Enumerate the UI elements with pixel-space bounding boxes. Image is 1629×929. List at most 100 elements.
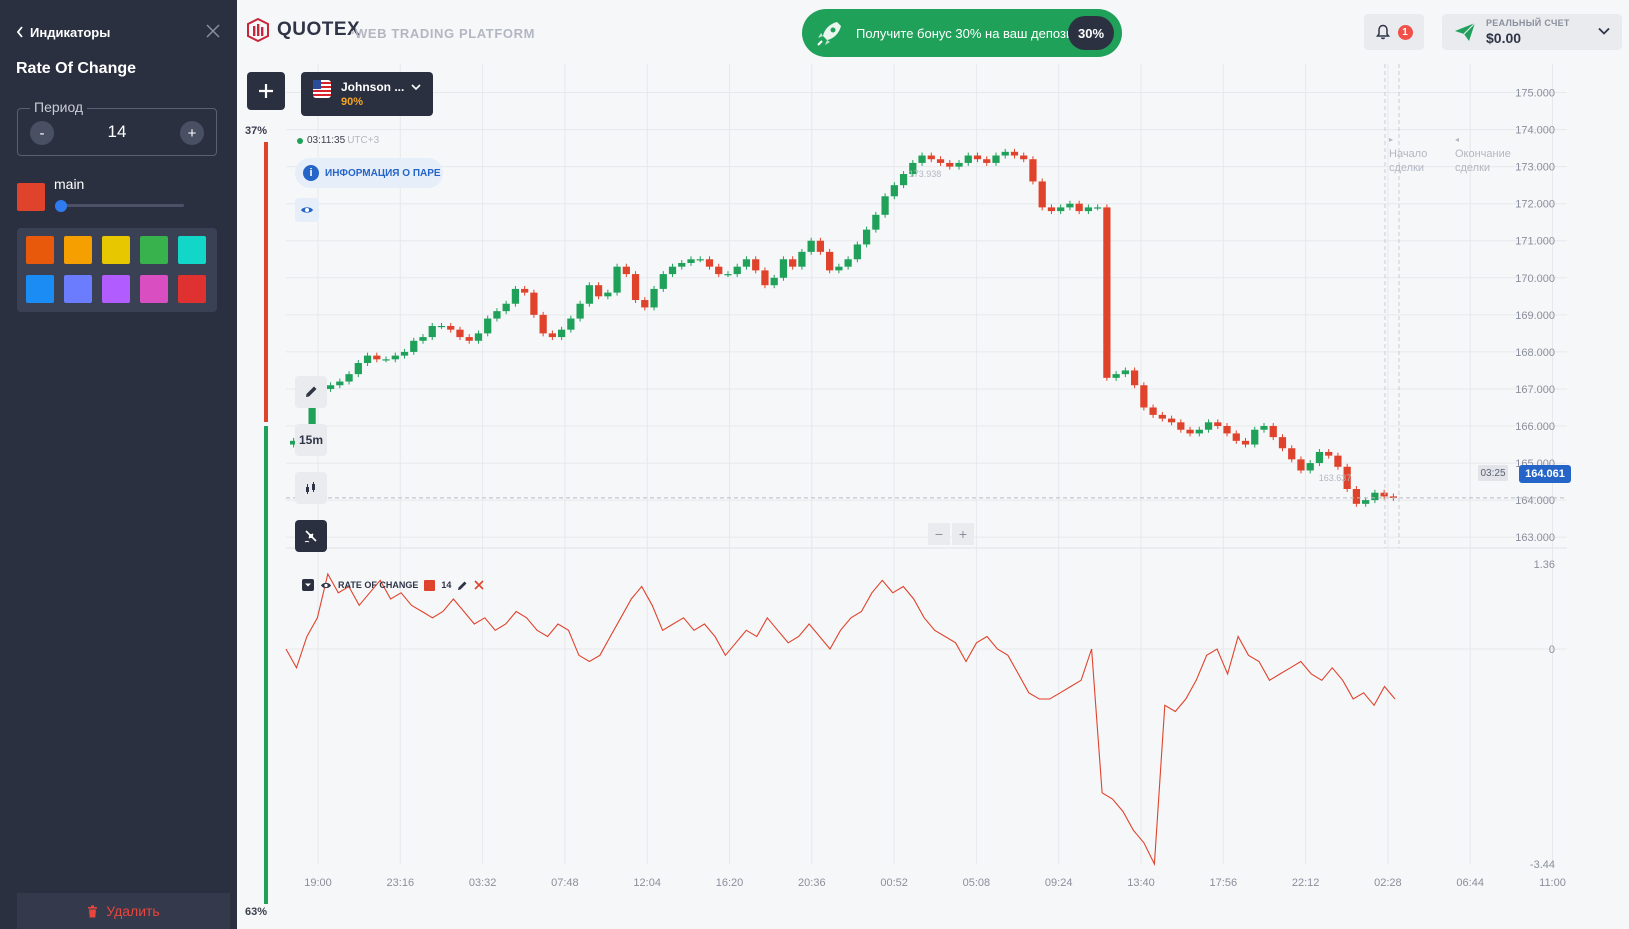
delete-indicator-button[interactable]: Удалить [17,893,230,929]
drawing-tools-button[interactable] [295,376,327,408]
high-price-label: 173.938 [909,169,942,179]
candle-body [373,355,381,360]
candle-body [835,266,843,271]
rocket-icon [808,11,852,55]
pair-info-button[interactable]: i ИНФОРМАЦИЯ О ПАРЕ [295,158,443,188]
account-selector[interactable]: РЕАЛЬНЫЙ СЧЕТ $0.00 [1442,14,1622,50]
palette-swatch[interactable] [102,275,130,303]
candle-body [1380,492,1388,497]
asset-name: Johnson ... [341,80,405,94]
pair-info-label: ИНФОРМАЦИЯ О ПАРЕ [325,167,441,179]
live-dot [297,138,303,144]
candle-body [964,155,972,163]
candle-body [1158,414,1166,419]
time-tick-label: 05:08 [963,877,991,889]
price-tick-label: 164.000 [1515,495,1555,507]
eye-icon [301,207,313,213]
bonus-text: Получите бонус 30% на ваш депозит [856,25,1080,41]
line-width-slider[interactable] [60,204,184,207]
candle-body [1195,429,1203,434]
candle-body [456,329,464,338]
eye-icon[interactable] [320,581,332,590]
brand-logo[interactable]: QUOTEX [247,18,360,42]
deal-start-line2: сделки [1389,162,1425,174]
chevron-down-icon [411,84,421,91]
candle-body [909,162,917,175]
server-time-value: 03:11:35 [307,135,346,146]
trash-icon [88,904,98,917]
time-tick-label: 22:12 [1292,877,1320,889]
candle-body [1121,370,1129,375]
close-icon[interactable] [205,22,221,40]
zoom-out-button[interactable]: − [928,523,950,545]
palette-swatch[interactable] [102,236,130,264]
add-chart-button[interactable] [247,72,285,110]
candle-body [576,303,584,319]
candle-body [678,262,686,267]
series-color-swatch[interactable] [17,183,45,211]
candle-body [465,337,473,341]
palette-swatch[interactable] [26,275,54,303]
candle-body [1204,422,1213,430]
palette-swatch[interactable] [178,275,206,303]
deal-start-label: ▸ Начало сделки [1389,135,1428,174]
bonus-percent-badge: 30% [1068,16,1114,50]
notifications-button[interactable]: 1 [1364,14,1424,50]
candle-body [1232,433,1240,441]
notification-count-badge: 1 [1397,24,1413,40]
send-plane-icon [1455,22,1476,41]
candle-body [1306,463,1314,471]
slider-handle[interactable] [55,200,67,212]
price-chart[interactable]: 19:00 23:16 03:32 07:48 12:04 16:20 20:36 00:52… [237,64,1629,929]
roc-tick-label: 0 [1549,644,1555,656]
candle-body [1130,370,1139,386]
palette-swatch[interactable] [140,275,168,303]
candle-body [493,311,501,319]
timezone: UTC+3 [347,135,380,146]
period-stepper[interactable]: Период - 14 + [17,99,217,156]
us-flag-icon [313,80,331,98]
price-tick-label: 173.000 [1515,162,1555,174]
indicator-color-swatch[interactable] [424,579,436,591]
palette-swatch[interactable] [178,236,206,264]
period-increment-button[interactable]: + [180,121,204,145]
palette-swatch[interactable] [140,236,168,264]
candle-body [539,314,547,334]
info-icon: i [303,165,319,181]
palette-swatch[interactable] [64,236,92,264]
period-value[interactable]: 14 [107,122,127,141]
period-decrement-button[interactable]: - [30,121,54,145]
back-to-indicators[interactable]: Индикаторы [16,25,110,40]
candle-body [955,162,963,167]
candle-body [770,277,778,286]
top-bar: QUOTEX WEB TRADING PLATFORM Получите бон… [237,0,1629,64]
delete-label: Удалить [106,903,160,919]
deal-end-line2: сделки [1455,162,1491,174]
deal-end-line1: Окончание [1455,148,1511,160]
asset-payout: 90% [341,96,364,108]
candle-body [290,440,298,445]
series-name: main [54,176,85,192]
candle-body [1010,151,1019,156]
indicators-button[interactable] [295,520,327,552]
plot-background [286,64,1567,874]
collapse-icon[interactable] [302,579,314,591]
chevron-down-icon [1598,27,1610,35]
palette-swatch[interactable] [64,275,92,303]
bonus-banner[interactable]: Получите бонус 30% на ваш депозит 30% [802,9,1122,57]
candle-body [1177,422,1185,430]
candle-body [1094,207,1102,209]
pencil-icon[interactable] [457,580,468,591]
candle-body [853,244,861,260]
price-tick-label: 167.000 [1515,384,1555,396]
palette-swatch[interactable] [26,236,54,264]
asset-selector[interactable]: Johnson ... 90% [301,72,433,116]
timeframe-button[interactable]: 15m [295,424,327,456]
candle-body [1334,455,1342,467]
close-icon[interactable] [474,580,484,590]
candle-body [742,259,751,267]
visibility-toggle[interactable] [295,198,319,222]
chart-type-button[interactable] [295,472,327,504]
candle-body [1047,207,1056,212]
zoom-in-button[interactable]: + [952,523,974,545]
